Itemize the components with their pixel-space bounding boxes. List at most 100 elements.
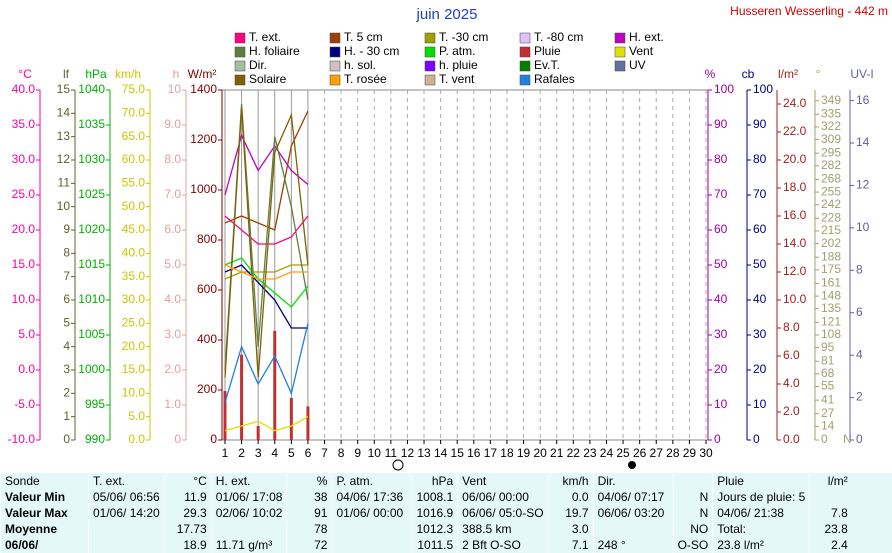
legend-swatch (329, 32, 341, 44)
x-tick-label: 22 (567, 446, 581, 460)
legend-swatch (329, 60, 341, 72)
y-tick-label: 255 (821, 184, 841, 198)
table-cell: N (672, 489, 713, 505)
y-tick-label: 10 (714, 397, 728, 411)
table-cell: 06/06/ 05:0-SO (457, 505, 549, 521)
y-tick-label: 50 (753, 257, 767, 271)
legend-label: H. - 30 cm (344, 44, 399, 58)
bar (223, 391, 227, 440)
legend-swatch (234, 60, 246, 72)
y-tick-label: 15.0 (12, 257, 36, 271)
table-cell: 01/06/ 00:00 (331, 505, 412, 521)
y-tick-label: -5.0 (14, 397, 35, 411)
y-tick-label: 1030 (78, 152, 105, 166)
legend-label: T. rosée (344, 72, 387, 86)
table-cell (809, 489, 852, 505)
y-tick-label: 35.0 (12, 117, 36, 131)
axis-title: hPa (85, 67, 107, 81)
y-tick-label: 10 (753, 397, 767, 411)
table-row: Valeur Min 05/06/ 06:56 11.9 01/06/ 17:08 38… (0, 489, 852, 505)
y-tick-label: 108 (821, 327, 841, 341)
table-cell: 38 (286, 489, 332, 505)
table-cell: 78 (286, 521, 332, 537)
y-tick-label: 22.0 (783, 124, 807, 138)
axis-title: l/m² (778, 67, 798, 81)
y-tick-label: 0 (821, 432, 828, 446)
legend-label: P. atm. (439, 44, 475, 58)
y-tick-label: 1.0 (164, 397, 181, 411)
table-cell: 06/06/ 00:00 (457, 489, 549, 505)
legend-label: T. -80 cm (534, 30, 583, 44)
x-tick-label: 26 (633, 446, 647, 460)
x-tick-label: 11 (385, 446, 398, 460)
y-tick-label: 16 (856, 93, 870, 107)
y-tick-label: 90 (714, 117, 728, 131)
y-tick-label: 215 (821, 223, 841, 237)
y-tick-label: 60.0 (122, 152, 146, 166)
y-tick-label: 18.0 (783, 180, 807, 194)
y-tick-label: 2.0 (164, 362, 181, 376)
table-cell: T. ext. (88, 473, 165, 489)
legend-swatch (234, 32, 246, 44)
y-tick-label: 35.0 (122, 269, 146, 283)
legend-label: T. -30 cm (439, 30, 488, 44)
x-tick-label: 9 (354, 446, 361, 460)
table-cell: Pluie (712, 473, 810, 489)
x-tick-label: 7 (321, 446, 328, 460)
table-cell: 23.8 (809, 521, 852, 537)
y-tick-label: 7.0 (164, 187, 181, 201)
x-tick-label: 25 (616, 446, 630, 460)
x-tick-label: 5 (288, 446, 295, 460)
y-tick-label: 1020 (78, 222, 105, 236)
table-cell: 01/06/ 14:20 (88, 505, 165, 521)
y-tick-label: 10 (57, 199, 71, 213)
table-cell: 248 ° (592, 537, 674, 553)
y-tick-label: 9.0 (164, 117, 181, 131)
y-tick-label: 50 (714, 257, 728, 271)
y-tick-label: 14 (57, 106, 71, 120)
y-tick-label: 1035 (78, 117, 105, 131)
y-tick-label: 2.0 (783, 404, 800, 418)
x-tick-label: 28 (666, 446, 680, 460)
table-cell: N (672, 505, 713, 521)
y-tick-label: 0 (856, 432, 863, 446)
y-tick-label: 70.0 (122, 106, 146, 120)
legend-swatch (329, 46, 341, 58)
table-cell: Vent (457, 473, 549, 489)
y-tick-label: 9 (63, 222, 70, 236)
y-tick-label: 40 (753, 292, 767, 306)
series-line (224, 416, 309, 432)
y-tick-label: 3 (63, 362, 70, 376)
table-cell: 05/06/ 06:56 (88, 489, 165, 505)
table-cell: Total: (712, 521, 810, 537)
y-tick-label: 0 (63, 432, 70, 446)
y-tick-label: 6.0 (783, 348, 800, 362)
y-tick-label: 4 (63, 339, 70, 353)
y-tick-label: 13 (57, 129, 71, 143)
y-tick-label: 10 (856, 220, 870, 234)
y-tick-label: 6 (856, 305, 863, 319)
y-tick-label: 322 (821, 119, 841, 133)
y-tick-label: 24.0 (783, 96, 807, 110)
axis-title: cb (742, 67, 755, 81)
y-tick-label: 10.0 (12, 292, 36, 306)
legend-swatch (329, 74, 341, 86)
y-tick-label: 121 (821, 315, 841, 329)
axis-title: °C (18, 67, 32, 81)
y-tick-label: 1000 (190, 182, 217, 196)
legend-label: T. vent (439, 72, 475, 86)
axis-title: % (705, 67, 716, 81)
table-cell: Valeur Max (0, 505, 89, 521)
x-tick-label: 23 (583, 446, 597, 460)
y-tick-label: 400 (197, 332, 217, 346)
table-cell: 29.3 (163, 505, 212, 521)
x-tick-label: 10 (368, 446, 382, 460)
table-cell: 04/06/ 17:36 (331, 489, 412, 505)
y-tick-label: 1025 (78, 187, 105, 201)
bar (306, 406, 310, 440)
y-tick-label: 27 (821, 406, 835, 420)
table-cell: 1011.5 (411, 537, 458, 553)
y-tick-label: 14 (856, 135, 870, 149)
